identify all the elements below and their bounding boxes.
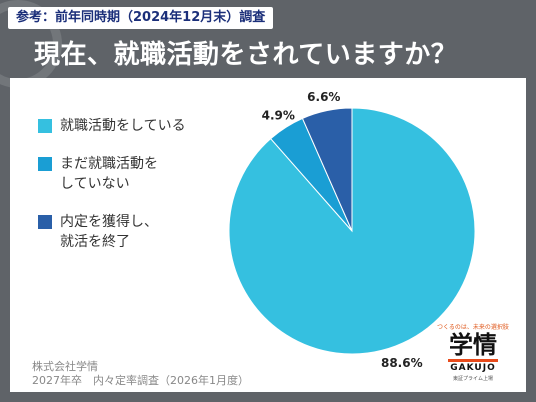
page-title: 現在、就職活動をされていますか？ [34,40,458,70]
slice-value-label: 4.9% [262,109,295,123]
gakujo-logo: つくるのは、未来の選択肢 学情 GAKUJO 東証プライム上場 [428,322,518,384]
slice-value-label: 6.6% [307,90,340,104]
logo-tagline: つくるのは、未来の選択肢 [437,324,509,331]
header: 参考：前年同時期（2024年12月末）調査 現在、就職活動をされていますか？ [0,0,536,88]
legend-label: まだ就職活動を していない [60,156,158,192]
legend-label: 就職活動をしている [60,118,186,134]
legend-swatch [38,157,52,171]
reference-tag: 参考：前年同時期（2024年12月末）調査 [8,7,274,29]
source-note: 株式会社学情 2027年卒 内々定率調査（2026年1月度） [32,360,249,387]
legend-label: 内定を獲得し、 就活を終了 [60,214,158,250]
legend-item-searching: 就職活動をしている [38,116,208,136]
legend: 就職活動をしている まだ就職活動を していない 内定を獲得し、 就活を終了 [38,116,208,270]
legend-item-finished: 内定を獲得し、 就活を終了 [38,212,208,252]
chart-panel: 就職活動をしている まだ就職活動を していない 内定を獲得し、 就活を終了 88… [10,78,526,392]
legend-swatch [38,215,52,229]
logo-en: GAKUJO [450,363,496,373]
slice-value-label: 88.6% [381,356,423,370]
pie-chart: 88.6% 4.9% 6.6% [228,90,476,370]
logo-main: 学情 [449,331,497,359]
legend-item-not-started: まだ就職活動を していない [38,154,208,194]
legend-swatch [38,119,52,133]
pie-slice-finished [301,107,353,232]
logo-sub: 東証プライム上場 [453,376,493,382]
logo-bar [448,359,498,362]
